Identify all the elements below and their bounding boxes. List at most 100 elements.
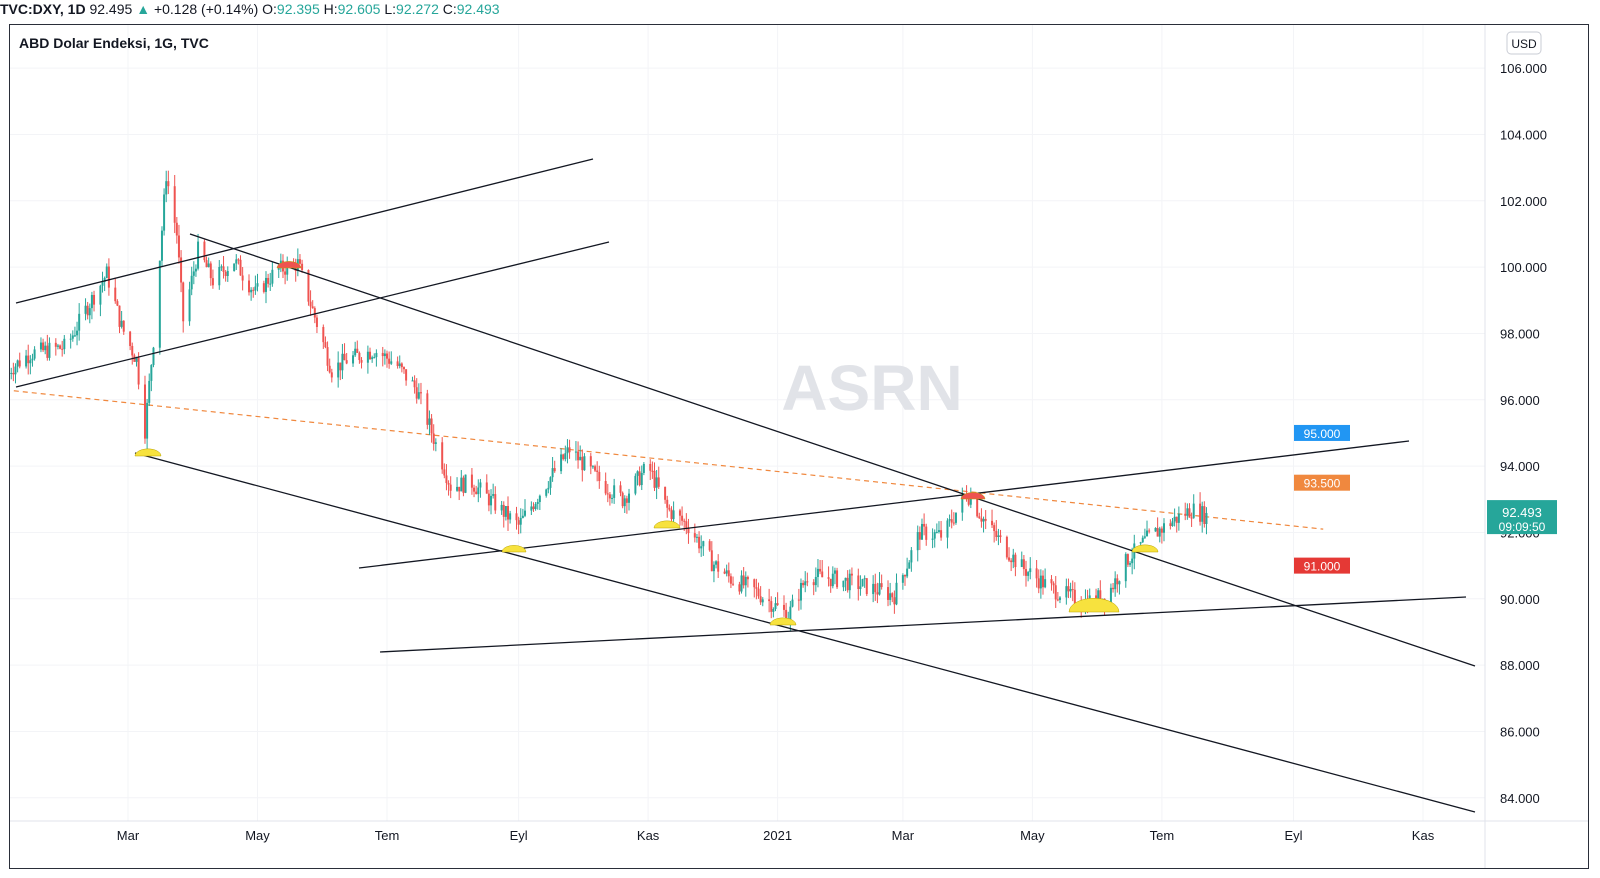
candle-body [872, 583, 875, 595]
candle-body [729, 576, 732, 584]
level-label: 95.000 [1304, 427, 1341, 441]
candle-body [952, 522, 955, 524]
candle-body [893, 597, 896, 605]
candle-body [192, 271, 195, 276]
candle-body [1199, 503, 1202, 522]
candle-body [608, 494, 611, 499]
candle-body [1012, 554, 1015, 563]
candle-body [114, 287, 117, 302]
candle-body [490, 495, 493, 506]
candle-body [774, 603, 777, 610]
candle-body [180, 257, 183, 283]
candle-body [313, 308, 316, 318]
candle-body [29, 360, 32, 364]
candle-body [642, 463, 645, 473]
last-price-bg [1487, 500, 1557, 535]
candle-body [390, 361, 393, 364]
time-tick-label: Mar [117, 828, 140, 843]
candle-body [93, 294, 96, 305]
candle-body [105, 266, 108, 278]
candle-body [211, 278, 214, 286]
candle-body [76, 330, 79, 336]
candle-body [42, 342, 45, 351]
candle-body [447, 483, 450, 485]
time-axis[interactable]: Mar May Tem Eyl Kas 2021 Mar May Tem Eyl Kas [117, 828, 1435, 843]
candle-body [551, 468, 554, 478]
candle-body [712, 564, 715, 572]
candle-body [61, 348, 64, 350]
candle-body [509, 513, 512, 520]
change-arrow-icon: ▲ [136, 1, 151, 17]
candle-body [759, 596, 762, 603]
candle-body [388, 358, 391, 364]
candle-body [175, 222, 178, 236]
candle-body [1143, 536, 1146, 538]
candle-body [445, 475, 448, 484]
candle-body [358, 352, 361, 361]
symbol-name[interactable]: TVC:DXY, 1D [0, 1, 86, 17]
candle-body [239, 259, 242, 276]
trendline [134, 452, 1476, 813]
level-label-bg [1294, 424, 1350, 441]
candle-body [878, 583, 881, 595]
candle-body [177, 235, 180, 258]
candle-body [589, 456, 592, 467]
price-axis[interactable]: 106.000 104.000 102.000 100.000 98.000 96.000… [1500, 61, 1547, 806]
candle-body [135, 357, 138, 362]
candle-body [271, 269, 274, 284]
candle-body [833, 570, 836, 574]
candle-body [16, 360, 19, 367]
trendline [358, 440, 1410, 569]
price-tick-label: 84.000 [1500, 791, 1540, 806]
candle-body [375, 352, 378, 358]
candle-body [1160, 528, 1163, 533]
candle-body [1186, 508, 1189, 516]
candle-body [1041, 575, 1044, 588]
candle-body [865, 578, 868, 595]
candle-body [621, 492, 624, 507]
candle-body [1097, 590, 1100, 603]
candle-body [1065, 586, 1068, 598]
candle-body [99, 285, 102, 305]
candle-body [194, 268, 197, 272]
candle-body [150, 365, 153, 381]
candle-body [284, 271, 287, 275]
candle-body [345, 360, 348, 364]
candle-body [577, 451, 580, 461]
candle-body [167, 181, 170, 187]
dashed-trendline [10, 389, 1324, 530]
candle-body [946, 520, 949, 538]
candle-body [732, 583, 735, 585]
candle-body [549, 477, 552, 488]
candle-body [250, 289, 253, 293]
candle-body [14, 366, 17, 375]
candle-body [698, 536, 701, 549]
candle-body [625, 498, 628, 503]
candle-body [434, 442, 437, 444]
chart-frame[interactable]: ASRN 95.000 93.500 91.000 106.000 104.000 10… [9, 24, 1589, 869]
candle-body [203, 241, 206, 261]
candle-body [252, 289, 255, 291]
candle-body [708, 541, 711, 551]
candle-body [254, 286, 257, 291]
candle-body [309, 301, 312, 307]
candle-body [1203, 506, 1206, 524]
candle-body [460, 477, 463, 492]
trendline [15, 241, 610, 388]
candle-body [940, 530, 943, 538]
candle-body [1171, 521, 1174, 527]
candle-body [842, 580, 845, 588]
candle-body [746, 576, 749, 580]
gridlines [10, 25, 1485, 821]
level-label-bg [1294, 557, 1350, 574]
candle-body [73, 335, 76, 337]
candle-body [477, 487, 480, 495]
currency-button[interactable]: USD [1506, 31, 1542, 55]
candle-body [634, 475, 637, 494]
candle-body [487, 493, 490, 506]
candle-body [861, 579, 864, 587]
candle-body [152, 347, 155, 366]
candle-body [598, 471, 601, 482]
candle-body [1192, 503, 1195, 518]
